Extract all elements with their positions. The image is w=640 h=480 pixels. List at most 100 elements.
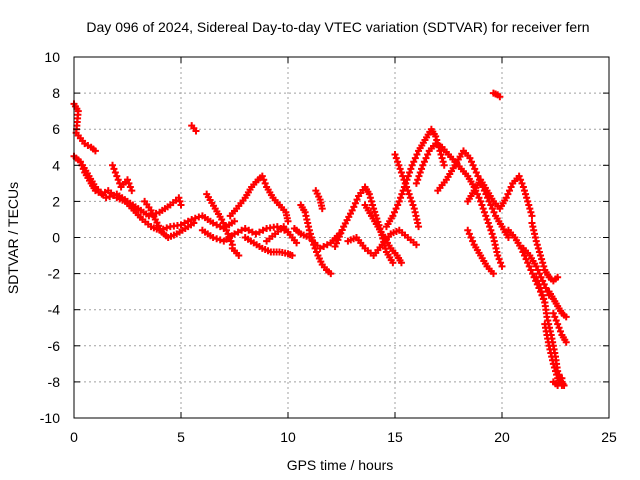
data-point — [406, 169, 414, 177]
x-tick-label: 0 — [70, 429, 78, 445]
y-tick-label: 6 — [52, 121, 60, 137]
data-point — [234, 228, 242, 236]
grid-lines — [74, 57, 609, 418]
data-point — [306, 230, 314, 238]
data-point — [549, 309, 557, 317]
data-point — [524, 197, 532, 205]
data-point — [126, 183, 134, 191]
data-point — [412, 241, 420, 249]
data-point — [109, 191, 117, 199]
data-point — [394, 201, 402, 209]
data-point — [432, 132, 440, 140]
data-point — [163, 224, 171, 232]
data-point — [504, 234, 512, 241]
data-point — [523, 194, 531, 202]
data-point — [424, 150, 432, 158]
data-point — [497, 259, 505, 267]
data-point — [392, 154, 400, 162]
data-marks — [70, 89, 570, 390]
data-point — [351, 199, 359, 207]
data-point — [545, 291, 553, 299]
data-point — [313, 248, 321, 256]
data-point — [416, 169, 424, 177]
data-point — [555, 324, 563, 332]
data-point — [467, 234, 475, 241]
data-point — [327, 270, 335, 278]
data-point — [408, 197, 416, 205]
data-point — [534, 266, 542, 274]
data-point — [411, 154, 419, 162]
data-point — [177, 201, 185, 209]
data-point — [318, 205, 326, 213]
x-tick-label: 20 — [494, 429, 510, 445]
data-point — [128, 187, 136, 195]
data-point — [422, 154, 430, 162]
data-point — [489, 270, 497, 278]
data-point — [540, 280, 548, 288]
data-point — [222, 226, 230, 234]
series-trace-32 — [549, 309, 570, 346]
data-point — [526, 205, 534, 213]
data-point — [241, 224, 249, 232]
data-point — [528, 270, 536, 278]
series-trace-25 — [464, 226, 497, 278]
series-trace-5 — [141, 197, 198, 241]
data-point — [389, 212, 397, 220]
data-point — [293, 239, 301, 247]
data-point — [231, 230, 238, 238]
data-point — [527, 208, 535, 216]
data-point — [471, 165, 479, 173]
series-trace-9 — [228, 244, 243, 260]
data-point — [518, 179, 526, 187]
data-point — [437, 150, 445, 158]
data-point — [414, 176, 422, 184]
data-point — [409, 201, 417, 209]
data-point — [350, 203, 358, 211]
y-tick-label: -10 — [40, 410, 60, 426]
data-point — [496, 93, 504, 101]
data-point — [76, 158, 84, 166]
data-point — [209, 219, 217, 227]
data-point — [542, 284, 550, 292]
data-point — [245, 226, 253, 234]
data-point — [221, 223, 229, 231]
y-axis-label: SDTVAR / TECUs — [5, 182, 21, 294]
data-point — [415, 223, 423, 231]
data-point — [505, 187, 513, 195]
series-trace-21 — [412, 140, 506, 270]
data-point — [543, 288, 551, 296]
series-trace-33 — [519, 244, 553, 299]
data-point — [504, 190, 512, 198]
data-point — [549, 360, 557, 368]
data-point — [400, 176, 408, 184]
series-trace-19 — [382, 125, 448, 231]
data-point — [466, 154, 474, 162]
data-point — [369, 201, 377, 209]
data-point — [305, 226, 313, 234]
data-point — [520, 187, 528, 195]
data-point — [562, 313, 570, 321]
data-point — [482, 212, 490, 220]
data-point — [366, 194, 374, 202]
data-point — [404, 187, 412, 195]
data-point — [433, 136, 441, 144]
data-point — [391, 150, 399, 158]
series-trace-15 — [312, 187, 326, 213]
data-point — [191, 214, 199, 222]
data-point — [551, 313, 559, 321]
data-point — [479, 205, 487, 213]
data-point — [397, 259, 405, 267]
data-point — [484, 219, 492, 227]
data-point — [288, 252, 296, 260]
data-point — [488, 205, 496, 213]
y-tick-label: 2 — [52, 193, 60, 209]
data-point — [525, 262, 533, 270]
data-point — [248, 228, 256, 236]
data-point — [260, 176, 268, 184]
data-point — [515, 172, 523, 180]
data-point — [216, 236, 224, 244]
data-point — [395, 161, 403, 169]
y-tick-label: 0 — [52, 230, 60, 246]
data-point — [413, 150, 421, 158]
